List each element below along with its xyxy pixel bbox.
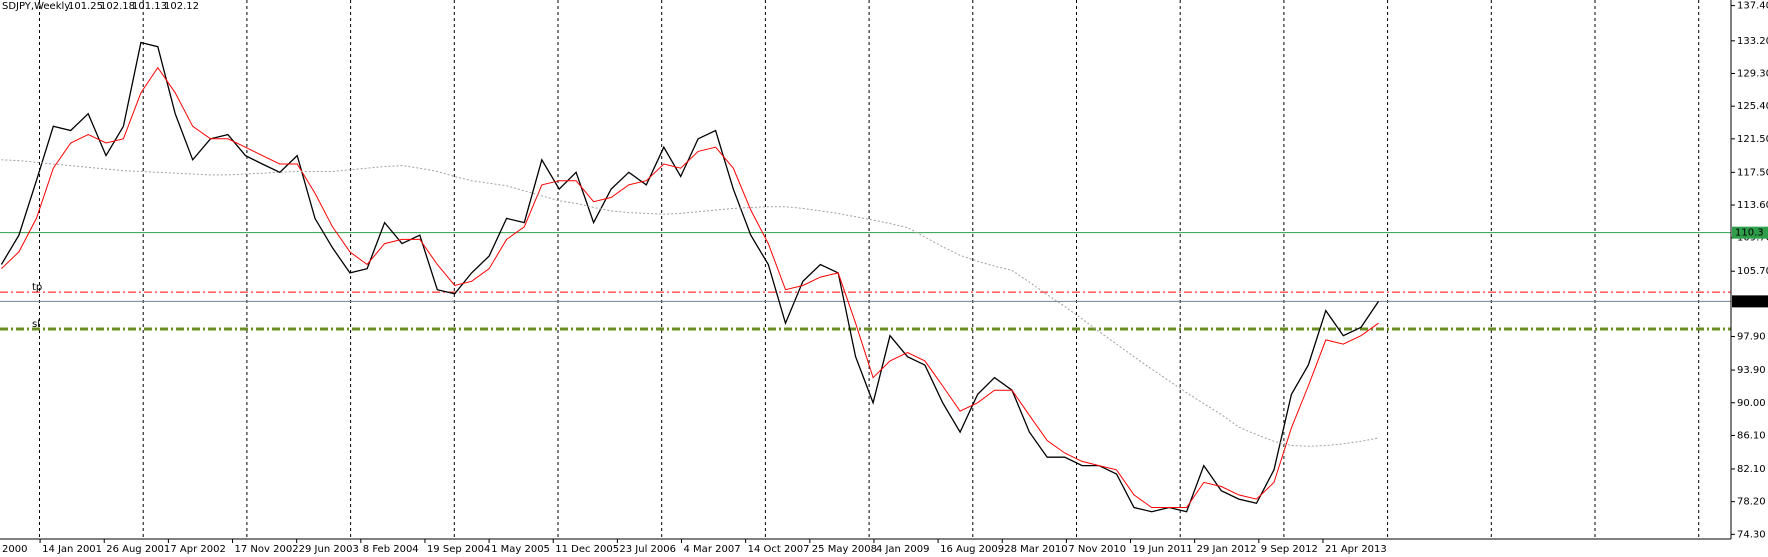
ohlc-high: 102.18 — [100, 1, 135, 12]
x-tick-label: 2000 — [2, 544, 27, 555]
x-tick-label: 25 May 2008 — [812, 544, 877, 555]
x-tick-label: 4 Mar 2007 — [684, 544, 741, 555]
y-tick-label: 78.20 — [1737, 497, 1766, 508]
x-tick-label: 19 Sep 2004 — [427, 544, 490, 555]
y-tick-label: 137.40 — [1737, 1, 1768, 12]
x-tick-label: 14 Oct 2007 — [748, 544, 810, 555]
x-tick-label: 29 Jun 2003 — [299, 544, 359, 555]
price-tag — [1732, 226, 1768, 239]
y-tick-label: 90.00 — [1737, 398, 1766, 409]
x-tick-label: 21 Apr 2013 — [1325, 544, 1387, 555]
y-tick-label: 125.40 — [1737, 101, 1768, 112]
x-tick-label: 23 Jul 2006 — [619, 544, 676, 555]
y-tick-label: 133.20 — [1737, 36, 1768, 47]
chart-title: SDJPY,Weekly — [2, 1, 70, 12]
y-tick-label: 113.60 — [1737, 200, 1768, 211]
x-tick-label: 11 Dec 2005 — [555, 544, 619, 555]
x-tick-label: 17 Nov 2002 — [235, 544, 299, 555]
x-tick-label: 28 Mar 2010 — [1004, 544, 1067, 555]
y-tick-label: 97.90 — [1737, 332, 1766, 343]
level-label: tp — [32, 282, 42, 293]
y-tick-label: 117.50 — [1737, 167, 1768, 178]
y-tick-label: 105.70 — [1737, 266, 1768, 277]
x-tick-label: 14 Jan 2001 — [42, 544, 102, 555]
x-tick-label: 16 Aug 2009 — [940, 544, 1004, 555]
ohlc-close: 102.12 — [164, 1, 199, 12]
y-tick-label: 93.90 — [1737, 365, 1766, 376]
x-tick-label: 8 Feb 2004 — [363, 544, 419, 555]
x-tick-label: 26 Aug 2001 — [106, 544, 170, 555]
x-tick-label: 7 Nov 2010 — [1068, 544, 1126, 555]
y-tick-label: 129.30 — [1737, 68, 1768, 79]
price-line — [1, 66, 1379, 508]
price-tag-label: 110.3 — [1735, 228, 1764, 239]
y-tick-label: 82.10 — [1737, 464, 1766, 475]
ohlc-low: 101.13 — [132, 1, 167, 12]
x-tick-label: 1 May 2005 — [491, 544, 550, 555]
y-tick-label: 74.30 — [1737, 529, 1766, 540]
x-tick-label: 9 Sep 2012 — [1261, 544, 1318, 555]
x-tick-label: 7 Apr 2002 — [170, 544, 225, 555]
x-tick-label: 19 Jun 2011 — [1133, 544, 1193, 555]
ohlc-open: 101.25 — [68, 1, 103, 12]
x-tick-label: 29 Jan 2012 — [1197, 544, 1257, 555]
price-tag-label: 102.1 — [1735, 296, 1764, 307]
x-tick-label: 4 Jan 2009 — [876, 544, 930, 555]
price-tag — [1732, 295, 1768, 308]
y-tick-label: 121.50 — [1737, 134, 1768, 145]
plot — [0, 41, 1731, 513]
level-label: sl — [32, 319, 40, 330]
y-tick-label: 86.10 — [1737, 430, 1766, 441]
price-line — [0, 41, 1380, 513]
